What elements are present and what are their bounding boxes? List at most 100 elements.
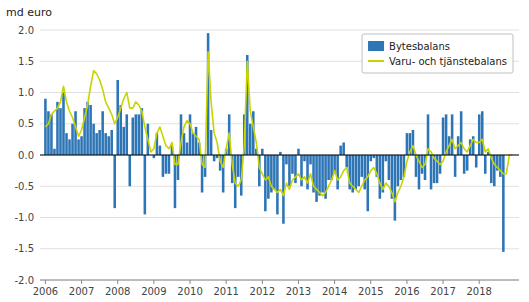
bar [132, 118, 135, 156]
x-tick [153, 280, 154, 284]
bar [460, 111, 463, 155]
y-axis: -2.0-1.5-1.0-0.50.00.51.01.52.0 [14, 25, 519, 286]
x-axis: 2006200720082009201020112012201320142015… [33, 280, 519, 297]
x-tick [117, 280, 118, 284]
x-tick-label: 2007 [69, 286, 94, 297]
bar [303, 155, 306, 161]
bar [68, 139, 71, 155]
bar [502, 155, 505, 252]
bar [318, 155, 321, 196]
bar [454, 155, 457, 177]
bar [339, 146, 342, 155]
y-axis-label: md euro [6, 6, 52, 19]
bar [237, 155, 240, 177]
bar [363, 155, 366, 189]
bar [478, 114, 481, 155]
bar [475, 155, 478, 168]
bar [291, 155, 294, 174]
bar [379, 155, 382, 199]
y-tick-label: 0.5 [18, 118, 34, 129]
bar [53, 149, 56, 155]
bar [261, 149, 264, 155]
x-tick [406, 280, 407, 284]
bar [110, 130, 113, 155]
bar [451, 114, 454, 155]
x-tick-label: 2008 [105, 286, 130, 297]
bar [107, 136, 110, 155]
x-tick-label: 2017 [430, 286, 455, 297]
bar [98, 130, 101, 155]
bar [321, 155, 324, 193]
x-tick [443, 280, 444, 284]
bar [300, 155, 303, 186]
bar [360, 155, 363, 177]
bar [412, 130, 415, 155]
bar [442, 118, 445, 156]
x-tick [262, 280, 263, 284]
x-tick-label: 2006 [33, 286, 58, 297]
bar [430, 155, 433, 189]
bar [165, 155, 168, 174]
bar [493, 155, 496, 186]
x-tick-label: 2012 [250, 286, 275, 297]
bar [213, 155, 216, 161]
x-tick [226, 280, 227, 284]
bar [168, 155, 171, 174]
bar [95, 133, 98, 155]
x-tick-label: 2015 [358, 286, 383, 297]
bar [249, 124, 252, 155]
x-tick [334, 280, 335, 284]
grid-line [40, 30, 519, 31]
y-tick-label: -0.5 [14, 181, 34, 192]
bar [135, 114, 138, 155]
bar [47, 111, 50, 155]
grid-line [40, 186, 519, 187]
bar [159, 146, 162, 155]
bar [59, 108, 62, 155]
bar [104, 133, 107, 155]
bar [297, 149, 300, 155]
bar [183, 133, 186, 155]
bar [162, 155, 165, 177]
bar [288, 155, 291, 186]
bar [499, 155, 502, 177]
bar [62, 93, 65, 156]
bar [65, 133, 68, 155]
grid-line [40, 155, 519, 156]
y-tick-label: 1.5 [18, 56, 34, 67]
bar [354, 155, 357, 189]
x-tick-label: 2013 [286, 286, 311, 297]
x-tick [81, 280, 82, 284]
grid-line [40, 248, 519, 249]
bar [71, 124, 74, 155]
bar [388, 155, 391, 180]
y-tick-label: 2.0 [18, 25, 34, 36]
bar [113, 155, 116, 208]
bar [264, 155, 267, 211]
bar [89, 105, 92, 155]
bar [345, 155, 348, 168]
y-tick-label: -2.0 [14, 275, 34, 286]
bar [128, 155, 131, 186]
bar [285, 155, 288, 164]
bar [186, 143, 189, 156]
bar [195, 127, 198, 155]
bar [189, 114, 192, 155]
y-tick-label: 0.0 [18, 150, 34, 161]
bar [463, 155, 466, 174]
bar [122, 127, 125, 155]
background [0, 0, 529, 302]
x-tick-label: 2010 [177, 286, 202, 297]
bar [315, 155, 318, 202]
bar [144, 155, 147, 214]
bar [357, 155, 360, 186]
bar [394, 155, 397, 221]
bar [74, 111, 77, 155]
bar [50, 114, 53, 155]
bar [77, 139, 80, 155]
bar [484, 155, 487, 174]
bar [80, 136, 83, 155]
legend-swatch [368, 41, 384, 51]
grid-line [40, 217, 519, 218]
x-tick-label: 2016 [394, 286, 419, 297]
